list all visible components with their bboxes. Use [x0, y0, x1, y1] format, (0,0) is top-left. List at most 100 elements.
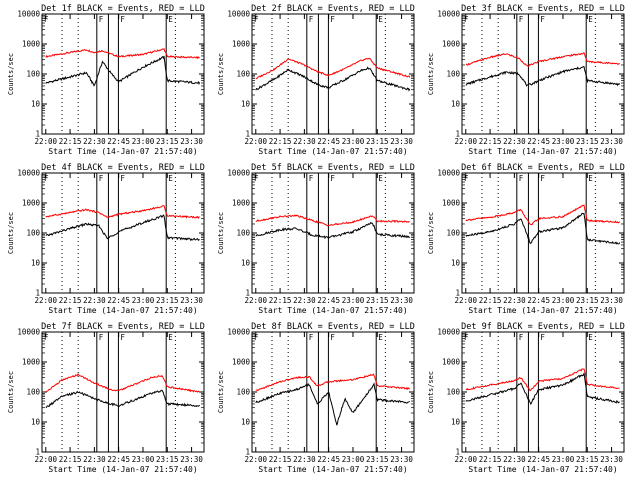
y-tick-label: 10000 — [437, 169, 460, 178]
y-tick-label: 1000 — [232, 40, 251, 49]
y-tick-label: 1 — [35, 448, 40, 457]
y-tick-label: 10 — [31, 100, 41, 109]
x-tick-label: 22:15 — [479, 296, 502, 305]
x-tick-label: 22:00 — [244, 137, 267, 146]
y-tick-label: 1000 — [22, 40, 41, 49]
y-tick-label: 100 — [26, 388, 40, 397]
events-series-line — [255, 221, 411, 240]
y-tick-label: 1000 — [22, 199, 41, 208]
chart-title: Det 8f BLACK = Events, RED = LLD — [251, 322, 415, 332]
events-series-line — [465, 212, 621, 245]
y-tick-label: 10 — [451, 100, 461, 109]
y-tick-label: 10 — [31, 418, 41, 427]
y-tick-label: 100 — [446, 70, 460, 79]
chart-title: Det 2f BLACK = Events, RED = LLD — [251, 4, 415, 14]
y-tick-label: 100 — [446, 229, 460, 238]
chart-panel-3: Det 3f BLACK = Events, RED = LLD 1 10 100 10… — [427, 4, 625, 156]
x-tick-label: 22:15 — [269, 455, 292, 464]
x-tick-label: 22:15 — [59, 137, 82, 146]
x-tick-label: 22:45 — [107, 455, 130, 464]
x-tick-label: 23:15 — [576, 296, 599, 305]
y-axis-label: Counts/sec — [427, 371, 435, 413]
y-tick-label: 1 — [455, 448, 460, 457]
y-tick-label: 10000 — [227, 10, 250, 19]
x-tick-label: 23:30 — [600, 137, 623, 146]
y-tick-label: 1 — [245, 448, 250, 457]
x-tick-label: 22:30 — [293, 455, 316, 464]
plot-frame — [41, 172, 205, 294]
chart-title: Det 9f BLACK = Events, RED = LLD — [461, 322, 625, 332]
plot-frame — [41, 13, 205, 135]
marker-label: F — [99, 15, 104, 24]
y-tick-label: 10 — [451, 259, 461, 268]
chart-title: Det 5f BLACK = Events, RED = LLD — [251, 163, 415, 173]
x-tick-label: 23:00 — [132, 296, 155, 305]
lld-series-line — [465, 368, 620, 392]
x-tick-label: 22:00 — [454, 455, 477, 464]
chart-title: Det 6f BLACK = Events, RED = LLD — [461, 163, 625, 173]
chart-title: Det 1f BLACK = Events, RED = LLD — [41, 4, 205, 14]
x-tick-label: 23:15 — [366, 296, 389, 305]
y-axis-label: Counts/sec — [7, 53, 15, 95]
x-tick-label: 23:15 — [576, 137, 599, 146]
x-tick-label: 23:00 — [132, 455, 155, 464]
x-tick-label: 22:45 — [527, 296, 550, 305]
events-series-line — [255, 66, 411, 92]
marker-label: F — [540, 15, 545, 24]
x-tick-label: 22:45 — [107, 296, 130, 305]
marker-label: F — [120, 174, 125, 183]
y-tick-label: 10 — [241, 418, 251, 427]
y-tick-label: 1000 — [22, 358, 41, 367]
y-tick-label: 1000 — [442, 358, 461, 367]
marker-label: F — [120, 15, 125, 24]
marker-label: F — [330, 15, 335, 24]
x-tick-label: 22:15 — [479, 137, 502, 146]
y-tick-label: 10000 — [17, 169, 40, 178]
marker-label: E — [378, 15, 383, 24]
y-tick-label: 1000 — [232, 358, 251, 367]
y-tick-label: 100 — [26, 229, 40, 238]
events-series-line — [255, 382, 410, 426]
x-tick-label: 23:00 — [552, 137, 575, 146]
y-tick-label: 100 — [236, 70, 250, 79]
y-axis-label: Counts/sec — [217, 53, 225, 95]
marker-label: F — [519, 15, 524, 24]
y-tick-label: 1 — [35, 130, 40, 139]
x-tick-label: 22:00 — [34, 296, 57, 305]
marker-label: F — [519, 333, 524, 342]
y-tick-label: 10 — [241, 259, 251, 268]
lld-series-line — [465, 204, 621, 226]
marker-label: F — [44, 15, 49, 24]
marker-label: F — [464, 15, 469, 24]
marker-label: F — [464, 174, 469, 183]
x-tick-label: 23:30 — [180, 296, 203, 305]
y-axis-label: Counts/sec — [427, 53, 435, 95]
x-tick-label: 23:30 — [390, 455, 413, 464]
x-tick-label: 22:45 — [317, 296, 340, 305]
x-tick-label: 22:00 — [454, 137, 477, 146]
x-axis-label: Start Time (14-Jan-07 21:57:40) — [468, 147, 617, 156]
y-axis-label: Counts/sec — [7, 371, 15, 413]
chart-panel-1: Det 1f BLACK = Events, RED = LLD 1 10 100 10… — [7, 4, 205, 156]
x-tick-label: 23:00 — [342, 455, 365, 464]
chart-panel-7: Det 7f BLACK = Events, RED = LLD 1 10 100 10… — [7, 322, 205, 474]
lld-series-line — [45, 48, 200, 60]
x-tick-label: 22:00 — [34, 137, 57, 146]
plot-frame — [251, 331, 415, 453]
marker-label: E — [168, 15, 173, 24]
marker-label: F — [99, 333, 104, 342]
plot-frame — [461, 331, 625, 453]
x-tick-label: 22:30 — [503, 296, 526, 305]
marker-label: F — [330, 174, 335, 183]
x-tick-label: 23:30 — [600, 296, 623, 305]
marker-label: F — [309, 15, 314, 24]
x-tick-label: 22:30 — [83, 137, 106, 146]
x-tick-label: 22:45 — [527, 455, 550, 464]
marker-label: E — [588, 174, 593, 183]
x-axis-label: Start Time (14-Jan-07 21:57:40) — [258, 465, 407, 474]
y-axis-label: Counts/sec — [217, 371, 225, 413]
x-tick-label: 22:45 — [317, 455, 340, 464]
marker-label: F — [464, 333, 469, 342]
x-axis-label: Start Time (14-Jan-07 21:57:40) — [48, 306, 197, 315]
